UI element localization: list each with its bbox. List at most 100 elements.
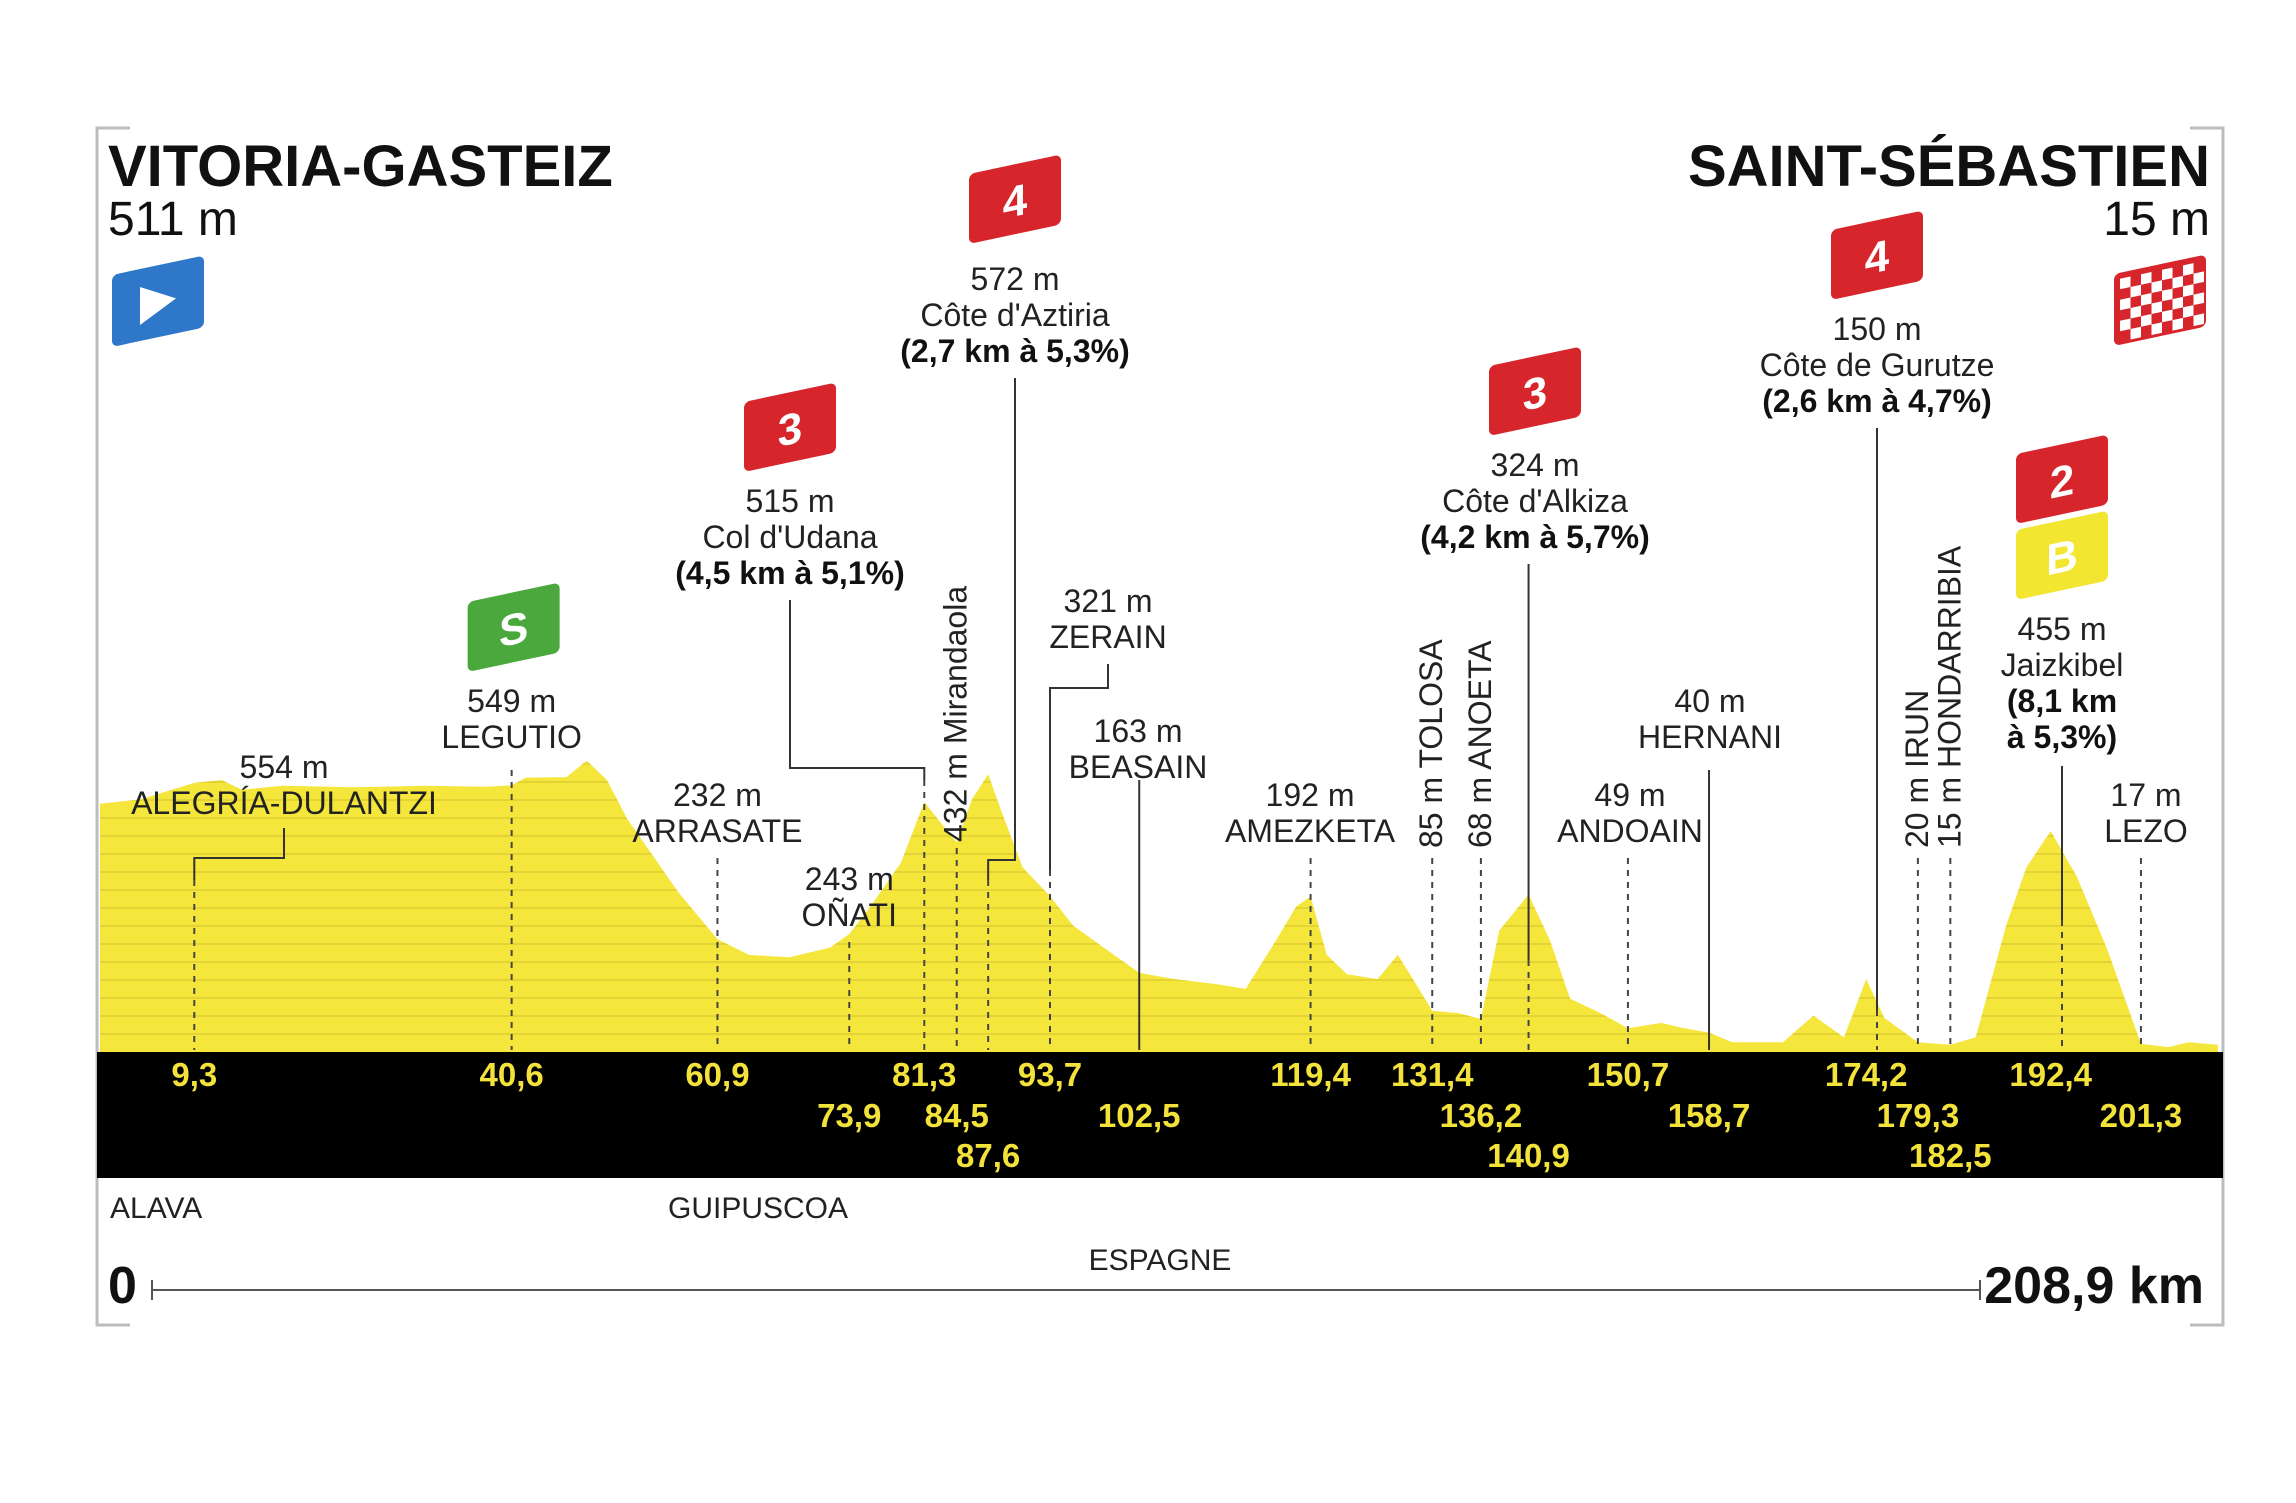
km-marker: 174,2 (1825, 1056, 1908, 1093)
climb-name: Col d'Udana (702, 519, 877, 555)
km-marker: 119,4 (1270, 1056, 1351, 1093)
climb-altitude: 515 m (746, 483, 835, 519)
checker-square (2193, 313, 2204, 327)
waypoint-name: ANDOAIN (1557, 813, 1703, 849)
checker-square (2141, 314, 2152, 327)
waypoint-name: ZERAIN (1049, 619, 1166, 655)
climb-altitude: 150 m (1833, 311, 1922, 347)
waypoint-altitude: 243 m (805, 861, 894, 897)
svg-text:3: 3 (1523, 367, 1547, 421)
climb-altitude: 572 m (971, 261, 1060, 297)
km-marker: 9,3 (171, 1056, 217, 1093)
checker-square (2183, 263, 2194, 276)
waypoint-altitude: 192 m (1266, 777, 1355, 813)
checker-square (2151, 280, 2162, 294)
waypoint-name: BEASAIN (1069, 749, 1208, 785)
climb-category-icon: 4 (1831, 211, 1923, 299)
checker-square (2172, 296, 2183, 310)
waypoint-label-rotated: 20 m IRUN (1899, 690, 1935, 848)
svg-text:2: 2 (2050, 455, 2074, 509)
climb-altitude: 455 m (2018, 611, 2107, 647)
checker-square (2120, 318, 2131, 332)
km-marker: 201,3 (2100, 1097, 2183, 1134)
leader-lines (193, 378, 2142, 1050)
climb-detail: (4,5 km à 5,1%) (675, 555, 904, 591)
finish-flag-icon (2114, 255, 2206, 345)
distance-scale-line (151, 1280, 1981, 1300)
km-marker: 40,6 (480, 1056, 544, 1093)
climb-category-icon: 4 (969, 155, 1061, 243)
waypoint-altitude: 49 m (1594, 777, 1665, 813)
waypoint-altitude: 40 m (1674, 683, 1745, 719)
region-guipuscoa: GUIPUSCOA (668, 1192, 848, 1225)
climb-category-icon: 3 (1489, 347, 1581, 435)
waypoint-altitude: 232 m (673, 777, 762, 813)
km-marker: 87,6 (956, 1137, 1020, 1174)
checker-square (2120, 276, 2131, 290)
checker-square (2130, 284, 2141, 298)
finish-city: SAINT-SÉBASTIEN (1688, 134, 2210, 199)
checker-square (2193, 292, 2204, 306)
climb-detail: (4,2 km à 5,7%) (1420, 519, 1649, 555)
svg-text:3: 3 (778, 403, 802, 457)
checker-square (2120, 297, 2131, 311)
frame (95, 126, 2225, 1327)
km-marker: 192,4 (2009, 1056, 2092, 1093)
waypoint-altitude: 163 m (1094, 713, 1183, 749)
checker-square (2183, 284, 2194, 297)
checker-square (2162, 267, 2173, 281)
waypoint-altitude: 554 m (240, 749, 329, 785)
waypoint-name: LEZO (2104, 813, 2188, 849)
climb-name: Jaizkibel (2001, 647, 2124, 683)
km-band (97, 1052, 2223, 1178)
distance-total: 208,9 km (1984, 1257, 2204, 1315)
km-marker: 93,7 (1018, 1056, 1082, 1093)
km-marker: 182,5 (1909, 1137, 1992, 1174)
sprint-icon: S (467, 583, 560, 671)
start-altitude: 511 m (108, 193, 238, 246)
waypoint-label-rotated: 85 m TOLOSA (1413, 639, 1449, 848)
checker-square (2141, 272, 2152, 285)
waypoint-altitude: 321 m (1064, 583, 1153, 619)
checker-square (2193, 271, 2204, 285)
climb-name: Côte de Gurutze (1760, 347, 1995, 383)
leader-solid (987, 378, 1016, 880)
checker-square (2151, 322, 2162, 336)
bonus-icon: B (2016, 511, 2108, 599)
checker-square (2172, 275, 2183, 289)
waypoint-name: OÑATI (802, 897, 897, 933)
start-flag-icon (112, 256, 204, 346)
km-marker: 81,3 (892, 1056, 956, 1093)
checker-square (2162, 309, 2173, 323)
waypoint-label-rotated: 15 m HONDARRIBIA (1931, 545, 1967, 848)
checker-square (2183, 305, 2194, 318)
checker-square (2172, 317, 2183, 331)
checker-square (2130, 305, 2141, 319)
leader-solid (193, 828, 285, 880)
km-marker: 136,2 (1440, 1097, 1523, 1134)
km-marker: 179,3 (1877, 1097, 1960, 1134)
km-marker: 131,4 (1391, 1056, 1474, 1093)
climb-detail: (2,7 km à 5,3%) (900, 333, 1129, 369)
svg-text:S: S (499, 603, 528, 658)
waypoint-name: HERNANI (1638, 719, 1782, 755)
waypoint-name: ALEGRÍA-DULANTZI (131, 785, 437, 821)
km-marker: 84,5 (925, 1097, 989, 1134)
waypoint-altitude: 549 m (467, 683, 556, 719)
svg-text:4: 4 (1865, 231, 1890, 285)
climb-name: Côte d'Alkiza (1442, 483, 1628, 519)
climb-altitude: 324 m (1491, 447, 1580, 483)
checker-square (2130, 326, 2141, 340)
km-marker: 73,9 (817, 1097, 881, 1134)
leader-solid (1049, 664, 1109, 870)
waypoint-name: LEGUTIO (441, 719, 581, 755)
start-city: VITORIA-GASTEIZ (108, 134, 613, 199)
svg-text:B: B (2046, 530, 2078, 585)
climb-detail: à 5,3%) (2007, 719, 2117, 755)
climb-detail: (8,1 km (2007, 683, 2117, 719)
region-alava: ALAVA (110, 1192, 202, 1225)
climb-category-icon: 3 (744, 383, 836, 471)
leader-solid (789, 600, 926, 780)
svg-text:4: 4 (1003, 175, 1028, 229)
